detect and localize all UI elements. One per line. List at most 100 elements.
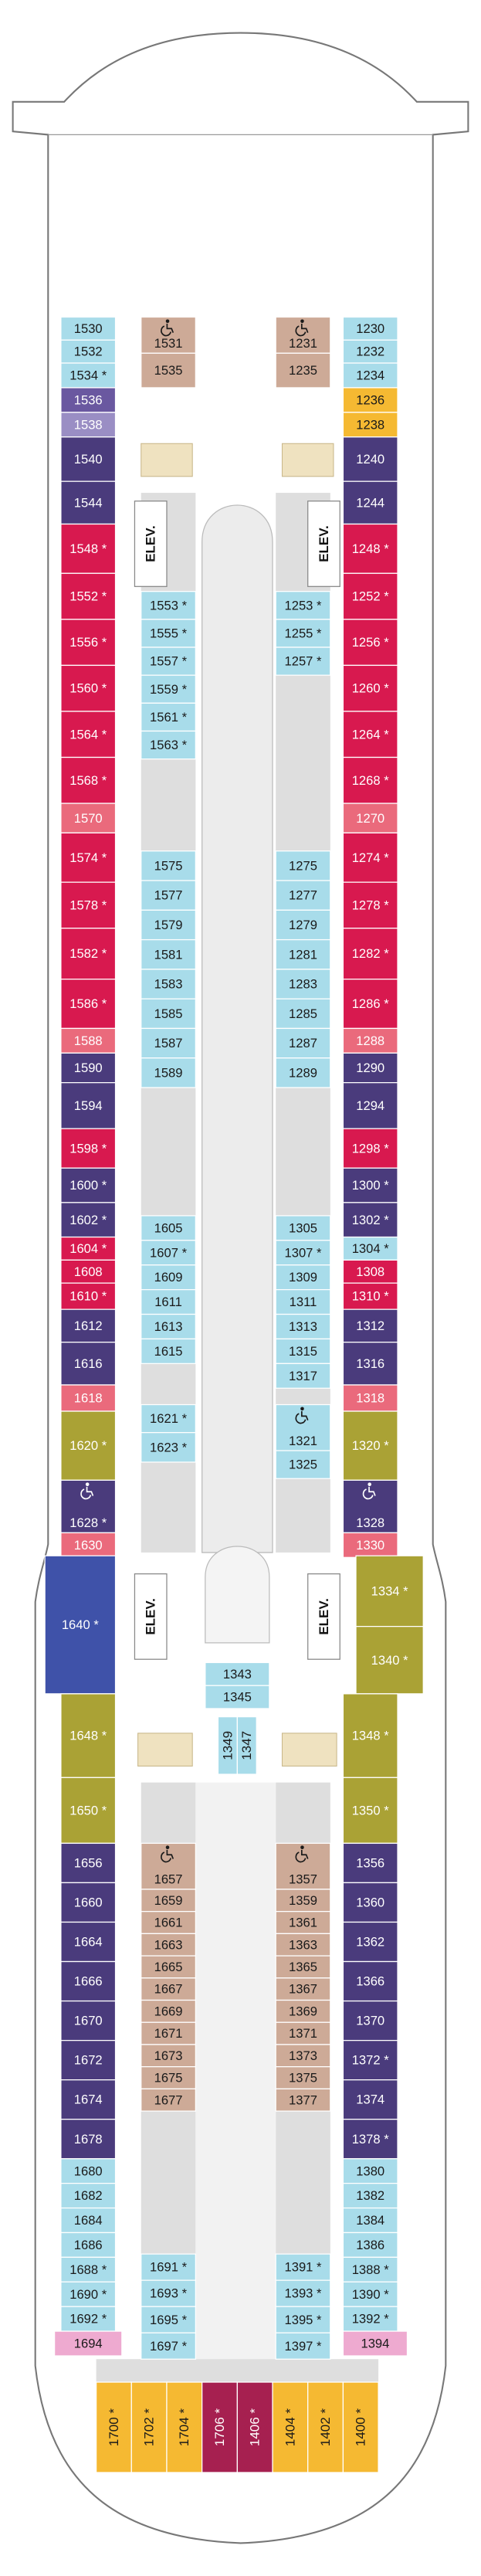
cabin-number: 1678: [74, 2132, 103, 2147]
cabin-number: 1548 *: [69, 541, 107, 556]
cabin-number: 1279: [289, 918, 317, 932]
cabin: [275, 2279, 331, 2307]
cabin-number: 1579: [154, 918, 183, 932]
cabin-number: 1345: [223, 1689, 252, 1704]
cabin: [355, 1555, 424, 1627]
cabin-number: 1574 *: [69, 850, 107, 865]
cabin: [141, 2021, 196, 2045]
cabin-number: 1560 *: [69, 681, 107, 696]
cabin: [342, 1693, 398, 1778]
cabin-number: 1556 *: [69, 635, 107, 650]
cabin: [60, 619, 117, 667]
cabin: [141, 1432, 196, 1463]
cabin: [60, 1236, 117, 1261]
cabin-number: 1302 *: [352, 1213, 389, 1227]
cabin: [141, 2044, 196, 2068]
cabin: [342, 2207, 398, 2234]
cabin: [60, 1777, 117, 1845]
cabin: [275, 880, 331, 911]
cabin-number: 1395 *: [284, 2313, 321, 2327]
cabin-number: 1356: [356, 1855, 384, 1870]
cabin-number: 1347: [239, 1731, 254, 1760]
cabin: [236, 2381, 273, 2473]
cabin-number: 1256 *: [352, 635, 389, 650]
cabin: [141, 1338, 196, 1364]
cabin-number: 1613: [154, 1319, 183, 1334]
cabin-number: 1370: [356, 2013, 384, 2028]
cabin-number: 1402 *: [318, 2408, 333, 2446]
cabin: [342, 1342, 398, 1386]
cabin: [60, 480, 117, 525]
cabin: [141, 730, 196, 760]
cabin: [141, 1288, 196, 1315]
cabin: [342, 2306, 398, 2332]
cabin-number: 1609: [154, 1270, 183, 1285]
cabin: [60, 756, 117, 804]
cabin: [275, 647, 331, 676]
cabin: [342, 2079, 398, 2120]
cabin: [275, 2332, 331, 2360]
cabin: [141, 2253, 196, 2281]
cabin: [275, 591, 331, 620]
cabin-number: 1274 *: [352, 850, 389, 865]
cabin-number: 1235: [289, 363, 317, 378]
cabin-number: 1568 *: [69, 773, 107, 788]
cabin-number: 1563 *: [150, 738, 187, 752]
cabin-number: 1697 *: [150, 2339, 187, 2354]
cabin: [275, 1313, 331, 1340]
cabin-number: 1369: [289, 2004, 317, 2018]
cabin: [342, 803, 398, 833]
cabin: [307, 2381, 344, 2473]
cabin: [275, 352, 331, 389]
cabin-number: 1304 *: [352, 1241, 389, 1256]
cabin: [342, 711, 398, 759]
cabin: [60, 832, 117, 883]
cabin: [342, 928, 398, 980]
cabin: [272, 2381, 309, 2473]
cabin-number: 1648 *: [69, 1728, 107, 1743]
cabin-number: 1657: [154, 1872, 183, 1887]
cabin-number: 1535: [154, 363, 183, 378]
cabin-number: 1704 *: [177, 2408, 191, 2446]
cabin-number: 1650 *: [69, 1803, 107, 1817]
cabin-number: 1285: [289, 1006, 317, 1021]
cabin-number: 1236: [356, 392, 384, 407]
corridor: [96, 2359, 379, 2383]
cabin-number: 1343: [223, 1667, 252, 1682]
cabin: [60, 1202, 117, 1238]
cabin: [141, 1057, 196, 1088]
cabin-number: 1665: [154, 1960, 183, 1974]
accessible-icon: [295, 1849, 309, 1863]
cabin-number: 1702 *: [142, 2408, 157, 2446]
cabin-number: 1311: [290, 1295, 317, 1309]
cabin-number: 1394: [361, 2336, 389, 2350]
cabin-number: 1340 *: [371, 1653, 408, 1668]
cabin: [275, 1363, 331, 1389]
cabin: [141, 1999, 196, 2023]
cabin-number: 1318: [356, 1390, 384, 1405]
cabin-number: 1365: [289, 1960, 317, 1974]
accessible-icon: [362, 1486, 376, 1500]
cabin-number: 1363: [289, 1937, 317, 1952]
cabin: [342, 1236, 398, 1261]
cabin: [141, 1240, 196, 1266]
cabin: [342, 1308, 398, 1343]
cabin-number: 1695 *: [150, 2313, 187, 2327]
cabin-number: 1230: [356, 321, 384, 336]
atrium: [205, 1546, 270, 1644]
cabin: [60, 387, 117, 413]
cabin: [60, 664, 117, 712]
cabin: [60, 1882, 117, 1923]
cabin-number: 1377: [289, 2092, 317, 2107]
cabin-number: 1675: [154, 2070, 183, 2085]
cabin: [342, 1384, 398, 1412]
cabin-number: 1582 *: [69, 946, 107, 961]
accessible-icon: [295, 324, 309, 337]
atrium: [202, 504, 273, 1553]
cabin: [60, 436, 117, 482]
cabin-number: 1690 *: [69, 2287, 107, 2302]
cabin-number: 1561 *: [150, 710, 187, 725]
cabin: [60, 1479, 117, 1534]
cabin-number: 1659: [154, 1893, 183, 1908]
